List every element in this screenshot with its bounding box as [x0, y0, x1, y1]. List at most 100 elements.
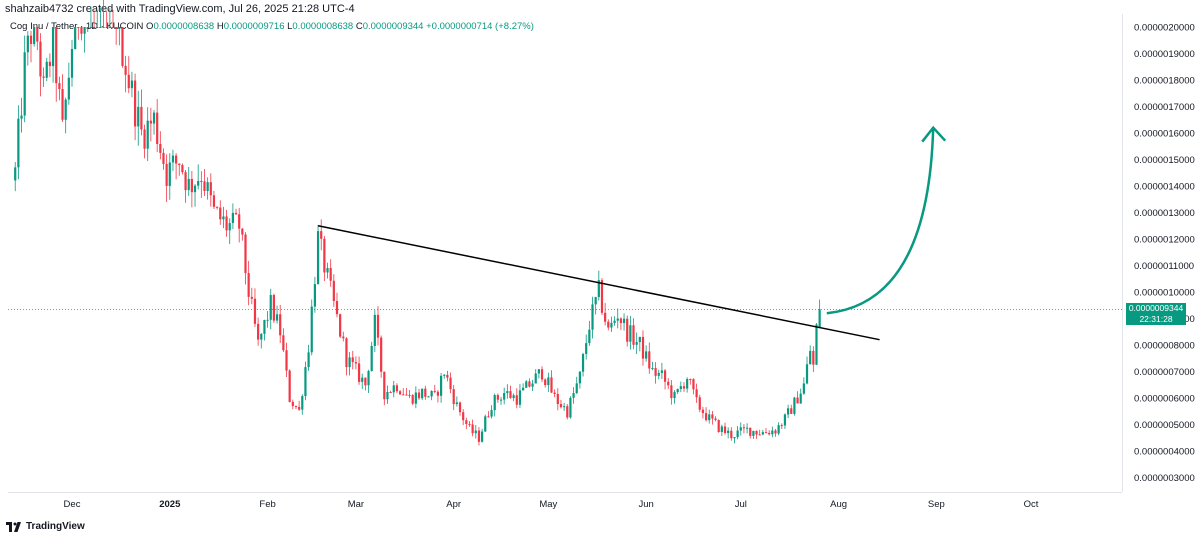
candle-body	[648, 351, 651, 369]
candle-body	[86, 27, 89, 28]
candle-body	[471, 424, 474, 434]
candle-body	[569, 397, 572, 418]
candle-body	[657, 372, 660, 376]
candle-body	[127, 74, 130, 89]
candle-body	[23, 52, 26, 116]
high-value: 0.0000009716	[223, 21, 285, 32]
candle-body	[468, 424, 471, 426]
candle-body	[758, 434, 761, 436]
candle-body	[266, 319, 269, 321]
candle-body	[345, 338, 348, 368]
candle-body	[525, 381, 528, 388]
y-tick-label: 0.0000013000	[1134, 208, 1195, 219]
x-tick-label: Jul	[735, 499, 747, 510]
candle-body	[673, 392, 676, 399]
candle-body	[36, 27, 39, 42]
candle-body	[17, 118, 20, 168]
candle-body	[408, 394, 411, 396]
candle-body	[364, 377, 367, 386]
candle-body	[402, 394, 405, 396]
candle-body	[77, 27, 80, 28]
candle-body	[591, 304, 594, 330]
candle-body	[335, 301, 339, 315]
candle-body	[279, 314, 282, 336]
candle-body	[462, 412, 465, 421]
y-tick-label: 0.0000008000	[1134, 341, 1195, 352]
candle-body	[695, 389, 698, 398]
candle-body	[723, 426, 727, 434]
candle-body	[383, 371, 386, 400]
candle-body	[610, 322, 613, 328]
candle-body	[272, 295, 275, 321]
candle-body	[796, 397, 799, 404]
candle-body	[115, 27, 118, 29]
candle-body	[686, 379, 689, 389]
candle-body	[238, 214, 241, 229]
candle-body	[108, 27, 111, 28]
candle-body	[518, 390, 522, 405]
candle-body	[522, 387, 525, 391]
candle-body	[638, 336, 641, 343]
candle-body	[619, 318, 623, 324]
candle-body	[503, 393, 506, 400]
candle-body	[455, 402, 458, 405]
candle-body	[48, 61, 52, 67]
y-tick-label: 0.0000015000	[1134, 155, 1195, 166]
candle-body	[33, 27, 36, 45]
x-tick-label: Mar	[348, 499, 364, 510]
x-tick-label: Feb	[259, 499, 275, 510]
candle-body	[572, 393, 575, 398]
open-value: 0.0000008638	[153, 21, 215, 32]
candle-body	[793, 397, 796, 414]
y-tick-label: 0.0000004000	[1134, 447, 1195, 458]
bar-countdown-label: 22:31:28	[1126, 314, 1186, 326]
candle-body	[193, 185, 197, 193]
candle-body	[190, 178, 193, 193]
candle-body	[42, 76, 45, 78]
candle-body	[102, 27, 105, 28]
candle-body	[809, 350, 812, 365]
x-tick-label: Aug	[830, 499, 847, 510]
x-tick-label: Dec	[64, 499, 81, 510]
candle-body	[635, 342, 638, 345]
candle-body	[124, 65, 127, 75]
candle-body	[487, 416, 490, 418]
candle-body	[727, 430, 730, 434]
candle-body	[622, 318, 626, 324]
x-tick-label: May	[539, 499, 557, 510]
y-tick-label: 0.0000019000	[1134, 49, 1195, 60]
candle-body	[692, 379, 695, 390]
candle-body	[780, 425, 783, 427]
candle-body	[742, 427, 746, 429]
candle-body	[667, 381, 670, 386]
candle-body	[474, 430, 477, 434]
candle-body	[348, 357, 351, 368]
candle-body	[446, 374, 449, 378]
candle-body	[178, 163, 181, 166]
candle-body	[395, 385, 399, 392]
symbol-name[interactable]: Cog Inu / Tether · 1D · KUCOIN	[10, 21, 144, 32]
candle-body	[105, 27, 108, 28]
candle-body	[629, 325, 632, 342]
trendline[interactable]	[317, 225, 880, 341]
candle-body	[786, 408, 790, 415]
candle-body	[212, 195, 216, 207]
change-value: +0.0000000714 (+8.27%)	[426, 21, 534, 32]
candle-body	[152, 112, 156, 124]
candle-body	[29, 35, 33, 45]
y-tick-label: 0.0000005000	[1134, 420, 1195, 431]
chart-credit: shahzaib4732 created with TradingView.co…	[5, 3, 355, 15]
candle-body	[301, 396, 304, 410]
tradingview-footer[interactable]: TradingView	[6, 521, 85, 532]
candle-body	[51, 27, 55, 67]
y-tick-label: 0.0000018000	[1134, 76, 1195, 87]
candle-body	[755, 430, 758, 435]
candle-body	[257, 323, 260, 340]
candle-body	[802, 383, 805, 394]
candle-body	[392, 385, 395, 393]
candle-body	[99, 27, 102, 28]
up-arrow-curve[interactable]	[826, 127, 935, 315]
candle-body	[225, 216, 228, 231]
candle-body	[733, 437, 736, 439]
